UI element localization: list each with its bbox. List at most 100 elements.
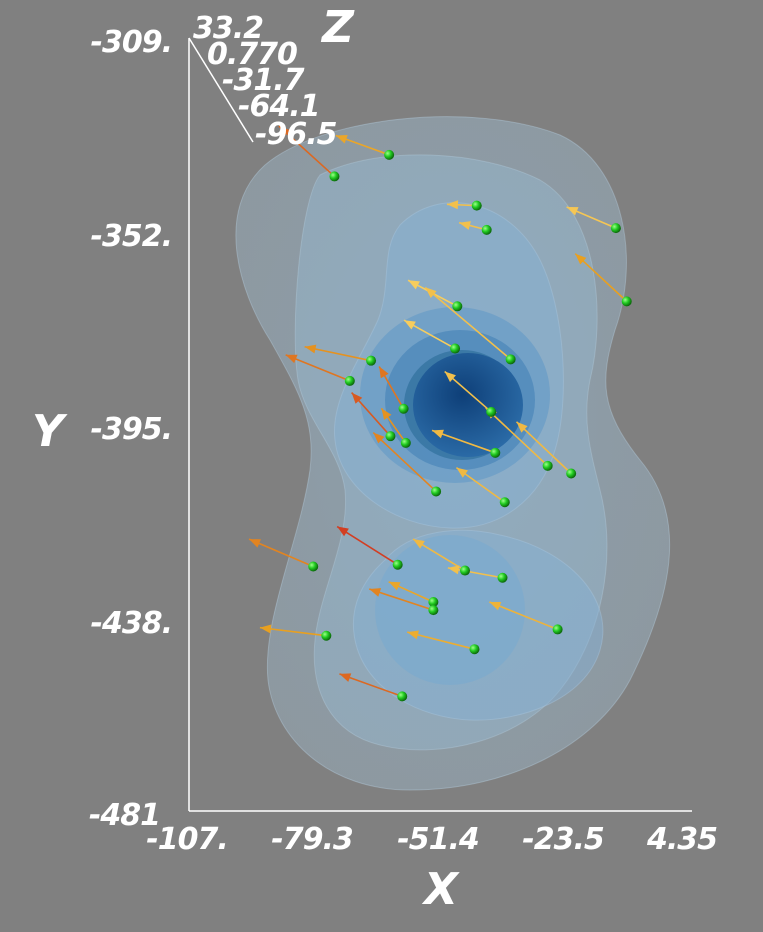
vector-arrow-head: [381, 408, 392, 420]
z-tick-label: -64.1: [238, 89, 320, 124]
y-tick-label: -352.: [90, 219, 173, 254]
x-tick-label: -79.3: [271, 822, 353, 857]
vector-arrow-head: [575, 253, 587, 265]
vector-arrow-head: [408, 280, 420, 290]
sample-point: [610, 223, 621, 234]
vector-arrow-head: [404, 320, 416, 330]
sample-point: [452, 301, 463, 312]
x-tick-label: -23.5: [522, 822, 604, 857]
vector-arrow-head: [373, 432, 385, 444]
axes: [188, 37, 692, 812]
sample-point: [366, 355, 377, 366]
sample-point: [460, 565, 471, 576]
vector-arrow-shaft: [304, 345, 372, 362]
y-tick-label: -309.: [90, 25, 173, 60]
vector-arrow-head: [369, 588, 382, 597]
sample-point: [450, 343, 461, 354]
vector-arrow-head: [432, 429, 444, 439]
vector-arrow-head: [444, 371, 456, 383]
z-axis-title: Z: [322, 2, 354, 53]
vector-arrow-head: [351, 392, 363, 404]
sample-point: [344, 375, 355, 386]
sample-point: [499, 497, 510, 508]
vector-arrow-head: [278, 126, 291, 137]
vector-arrow-shaft: [424, 286, 512, 360]
sample-point: [397, 691, 408, 702]
vector-arrow-shaft: [489, 601, 558, 631]
vector-arrow-head: [379, 366, 389, 379]
sample-point: [400, 437, 411, 448]
sample-point: [428, 605, 439, 616]
y-tick-label: -395.: [90, 412, 173, 447]
vector-arrow-shaft: [259, 626, 327, 637]
vector-arrow-head: [285, 354, 298, 364]
sample-point: [566, 468, 577, 479]
sample-point: [481, 224, 492, 235]
vector-arrow-head: [407, 630, 419, 640]
isosurface-core: [413, 353, 523, 457]
vector-arrow-shaft: [278, 125, 335, 178]
vector-arrow-shaft: [372, 432, 437, 493]
z-axis-line: [188, 37, 254, 143]
vector-arrow-head: [456, 467, 468, 478]
sample-point: [486, 406, 497, 417]
vector-arrow-head: [566, 206, 579, 216]
x-tick-label: 4.35: [646, 822, 718, 857]
sample-point: [497, 572, 508, 583]
vector-arrow-head: [249, 539, 261, 548]
vector-arrow-head: [459, 221, 471, 230]
vector-arrow-head: [335, 135, 348, 144]
vector-arrow-shaft: [431, 429, 496, 454]
x-axis-title: X: [424, 864, 458, 915]
vector-arrow-head: [337, 526, 349, 537]
vector-arrow-shaft: [336, 525, 399, 566]
sample-point: [621, 296, 632, 307]
sample-point: [385, 431, 396, 442]
vector-arrow-head: [259, 624, 272, 634]
y-tick-label: -438.: [90, 606, 173, 641]
sample-point: [384, 149, 395, 160]
x-tick-label: -51.4: [397, 822, 479, 857]
sample-point: [471, 200, 482, 211]
sample-point: [428, 597, 439, 608]
z-tick-label: 0.770: [207, 37, 298, 72]
isosurface-lower-core: [375, 535, 525, 685]
y-axis-title: Y: [32, 406, 64, 457]
vector-arrow-shaft: [515, 421, 572, 475]
vector-arrow-shaft: [485, 407, 549, 467]
sample-point: [490, 447, 501, 458]
vector-arrow-head: [413, 539, 425, 549]
vector-arrow-head: [447, 565, 460, 575]
sample-point: [308, 561, 319, 572]
vector-arrow-head: [425, 287, 437, 298]
x-tick-label: -107.: [146, 822, 228, 857]
vector-arrow-shaft: [248, 538, 314, 568]
vector-arrow-head: [388, 581, 401, 591]
vector-arrow-shaft: [574, 253, 628, 302]
vector-arrow-head: [489, 601, 502, 611]
vector-arrow-shaft: [368, 588, 434, 611]
sample-point: [542, 460, 553, 471]
sample-point: [431, 486, 442, 497]
vector-arrow-shaft: [339, 673, 403, 698]
sample-point: [552, 624, 563, 635]
sample-point: [392, 559, 403, 570]
sample-point: [469, 644, 480, 655]
vector-arrow-head: [304, 344, 317, 354]
z-tick-label: -96.5: [255, 117, 337, 152]
vector-arrow-head: [339, 673, 352, 682]
sample-point: [321, 630, 332, 641]
isosurfaces: [235, 116, 671, 791]
sample-point: [329, 171, 340, 182]
sample-point: [398, 403, 409, 414]
y-tick-label: -481: [88, 798, 161, 833]
sample-point: [505, 354, 516, 365]
vector-arrow-head: [516, 421, 528, 433]
z-tick-label: 33.2: [193, 11, 264, 46]
vector-arrow-shaft: [406, 631, 475, 650]
z-tick-label: -31.7: [222, 63, 304, 98]
vector-arrow-shaft: [285, 354, 351, 382]
sample-points: [308, 149, 632, 702]
vector-arrow-head: [446, 200, 459, 210]
